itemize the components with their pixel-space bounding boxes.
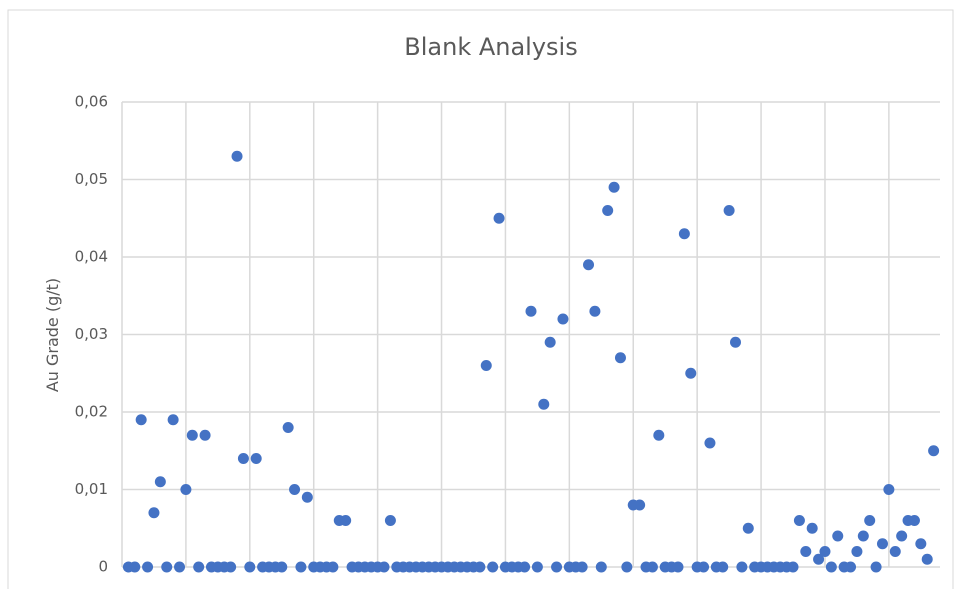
data-point [544, 336, 556, 348]
data-point [864, 515, 876, 526]
data-point [921, 553, 933, 565]
data-point [186, 429, 198, 441]
data-point [154, 476, 166, 488]
data-point [876, 538, 888, 550]
data-point [493, 212, 505, 224]
data-point [142, 561, 154, 573]
data-point [800, 546, 812, 557]
data-point [723, 205, 735, 216]
data-point [857, 530, 869, 542]
data-point [276, 561, 288, 573]
data-point [237, 453, 249, 464]
data-point [301, 491, 313, 503]
data-point [538, 398, 550, 410]
data-point [832, 530, 844, 542]
y-tick-label: 0,04 [75, 248, 108, 266]
data-point [576, 561, 588, 573]
data-point [340, 515, 352, 526]
data-point [806, 522, 818, 534]
y-tick-label: 0,02 [75, 403, 108, 421]
data-point [327, 561, 339, 573]
data-point [908, 515, 920, 526]
data-point [928, 445, 940, 457]
data-point [161, 561, 173, 573]
data-point [825, 561, 837, 573]
data-point [289, 484, 301, 495]
data-point [295, 561, 307, 573]
data-point [704, 437, 716, 449]
data-point [742, 522, 754, 534]
data-point [180, 484, 192, 495]
data-point [653, 429, 665, 441]
data-point [736, 561, 748, 573]
y-tick-label: 0 [98, 558, 108, 576]
data-point [378, 561, 390, 573]
data-point [557, 313, 569, 325]
chart-frame [7, 9, 954, 593]
data-point [634, 499, 646, 511]
data-point [678, 228, 690, 240]
data-point [487, 561, 499, 573]
y-axis-label: Au Grade (g/t) [43, 278, 62, 392]
data-point [384, 515, 396, 526]
data-point [787, 561, 799, 573]
data-point [193, 561, 205, 573]
y-tick-label: 0,06 [75, 93, 108, 111]
data-point [595, 561, 607, 573]
data-point [531, 561, 543, 573]
data-point [244, 561, 256, 573]
data-point [819, 546, 831, 557]
data-point [602, 205, 614, 216]
data-point [135, 414, 147, 426]
data-point [225, 561, 237, 573]
data-point [851, 546, 863, 557]
y-tick-label: 0,05 [75, 170, 108, 188]
data-point [883, 484, 895, 495]
data-point [646, 561, 658, 573]
data-point [551, 561, 563, 573]
data-point [915, 538, 927, 550]
data-point [621, 561, 633, 573]
data-point [282, 422, 294, 433]
data-point [474, 561, 486, 573]
data-point [672, 561, 684, 573]
data-point [845, 561, 857, 573]
data-point [129, 561, 141, 573]
data-point [717, 561, 729, 573]
data-point [519, 561, 531, 573]
y-tick-label: 0,03 [75, 325, 108, 343]
y-tick-label: 0,01 [75, 480, 108, 498]
data-point [250, 453, 262, 464]
data-point [730, 336, 741, 348]
data-point [480, 360, 492, 371]
data-point [167, 414, 179, 426]
data-point [148, 507, 160, 519]
data-point [793, 515, 805, 526]
chart-title: Blank Analysis [404, 33, 577, 61]
data-point [174, 561, 186, 573]
data-point [870, 561, 882, 573]
data-point [199, 429, 211, 441]
data-point [614, 352, 626, 364]
data-point [231, 150, 243, 162]
data-point [589, 305, 601, 317]
data-point [813, 553, 825, 565]
data-point [525, 305, 537, 317]
data-point [583, 259, 595, 271]
data-point [608, 181, 620, 193]
data-point [896, 530, 908, 542]
data-point [698, 561, 710, 573]
data-point [889, 546, 901, 557]
data-point [685, 367, 697, 379]
